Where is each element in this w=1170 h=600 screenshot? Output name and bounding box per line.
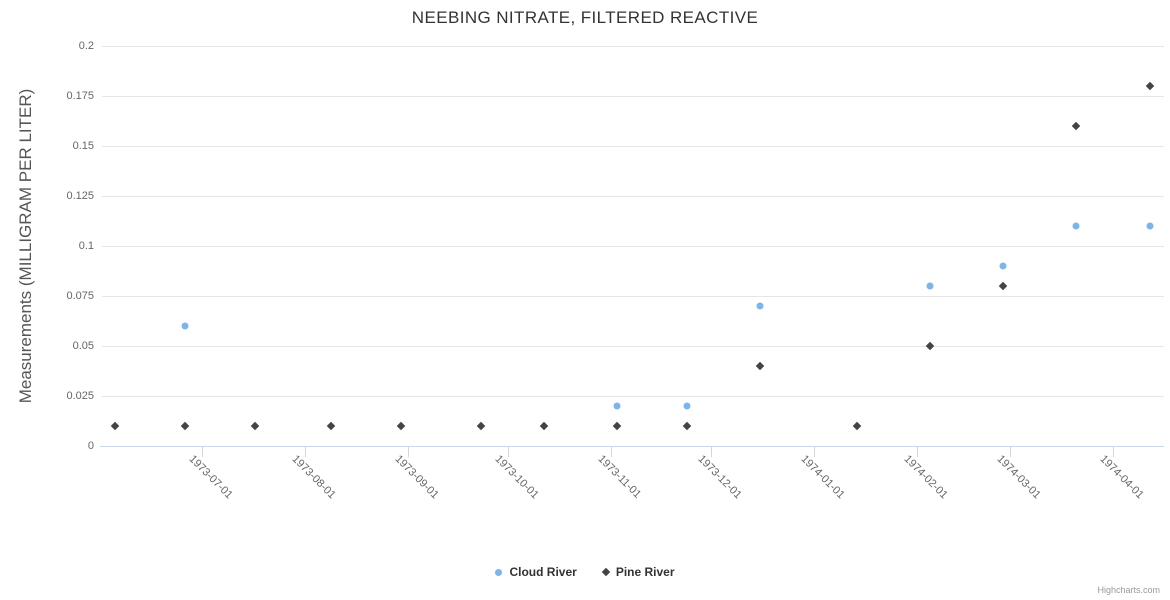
y-gridline (102, 246, 1164, 247)
x-axis-tick (201, 447, 203, 457)
x-axis-tick (1113, 447, 1114, 457)
legend-label: Cloud River (509, 565, 577, 579)
data-point-pine-river[interactable] (1145, 81, 1154, 91)
x-axis-tick (610, 447, 612, 457)
data-point-pine-river[interactable] (180, 421, 190, 431)
x-axis-tick (407, 447, 409, 457)
data-point-pine-river[interactable] (852, 421, 862, 431)
data-point-cloud-river[interactable] (181, 322, 189, 330)
diamond-marker-icon (601, 567, 611, 577)
data-point-pine-river[interactable] (540, 421, 549, 431)
x-axis-tick (304, 447, 306, 457)
x-axis-tick (710, 447, 712, 457)
x-axis-label: 1974-04-01 (1097, 453, 1146, 502)
x-axis-label: 1973-10-01 (492, 453, 541, 502)
data-point-pine-river[interactable] (476, 421, 486, 431)
x-axis-label: 1973-12-01 (695, 453, 744, 502)
x-axis-label: 1973-07-01 (186, 453, 235, 502)
y-gridline (102, 46, 1164, 47)
y-axis-label: 0.175 (66, 90, 94, 102)
y-axis-label: 0.125 (66, 190, 94, 202)
data-point-cloud-river[interactable] (613, 402, 621, 410)
x-axis-label: 1974-02-01 (901, 453, 950, 502)
y-gridline (102, 296, 1164, 297)
data-point-pine-river[interactable] (756, 361, 765, 371)
y-gridline (102, 396, 1164, 397)
highcharts-credits-link[interactable]: Highcharts.com (1097, 585, 1160, 595)
data-point-pine-river[interactable] (683, 421, 692, 431)
circle-marker-icon (495, 568, 503, 576)
chart-title: NEEBING NITRATE, FILTERED REACTIVE (411, 8, 759, 27)
data-point-cloud-river[interactable] (926, 282, 934, 290)
y-axis-label: 0.2 (78, 40, 94, 52)
data-point-pine-river[interactable] (613, 421, 622, 431)
data-point-cloud-river[interactable] (683, 402, 691, 410)
legend-item-pine-river[interactable]: Pine River (601, 565, 675, 579)
legend: Cloud River Pine River (0, 562, 1170, 582)
data-point-pine-river[interactable] (1072, 121, 1081, 131)
data-point-cloud-river[interactable] (999, 262, 1007, 270)
y-axis-label: 0 (87, 440, 94, 452)
data-point-pine-river[interactable] (397, 421, 406, 431)
y-gridline (102, 96, 1164, 97)
y-axis-label: 0.1 (78, 240, 94, 252)
y-gridline (102, 346, 1164, 347)
x-axis-label: 1973-09-01 (392, 453, 441, 502)
legend-item-cloud-river[interactable]: Cloud River (495, 565, 577, 579)
y-axis-label: 0.15 (72, 140, 94, 152)
data-point-cloud-river[interactable] (1146, 222, 1154, 230)
x-axis-label: 1973-08-01 (289, 453, 338, 502)
x-axis-tick (916, 447, 918, 457)
data-point-pine-river[interactable] (250, 421, 260, 431)
data-point-pine-river[interactable] (999, 281, 1008, 291)
y-axis-label: 0.05 (72, 340, 94, 352)
x-axis-tick (1009, 447, 1011, 457)
y-axis-label: 0.025 (66, 390, 94, 402)
data-point-pine-river[interactable] (327, 421, 336, 431)
x-axis-line (100, 446, 1164, 447)
x-axis-label: 1974-03-01 (994, 453, 1043, 502)
y-gridline (102, 146, 1164, 147)
data-point-pine-river[interactable] (925, 341, 935, 351)
x-axis-tick (813, 447, 815, 457)
y-gridline (102, 196, 1164, 197)
x-axis-label: 1973-11-01 (595, 453, 644, 501)
y-axis-label: 0.075 (66, 290, 94, 302)
x-axis-label: 1974-01-01 (798, 453, 847, 502)
data-point-cloud-river[interactable] (756, 302, 764, 310)
data-point-cloud-river[interactable] (1072, 222, 1080, 230)
x-axis-tick (507, 447, 509, 457)
legend-label: Pine River (615, 565, 675, 579)
data-point-pine-river[interactable] (111, 421, 120, 431)
